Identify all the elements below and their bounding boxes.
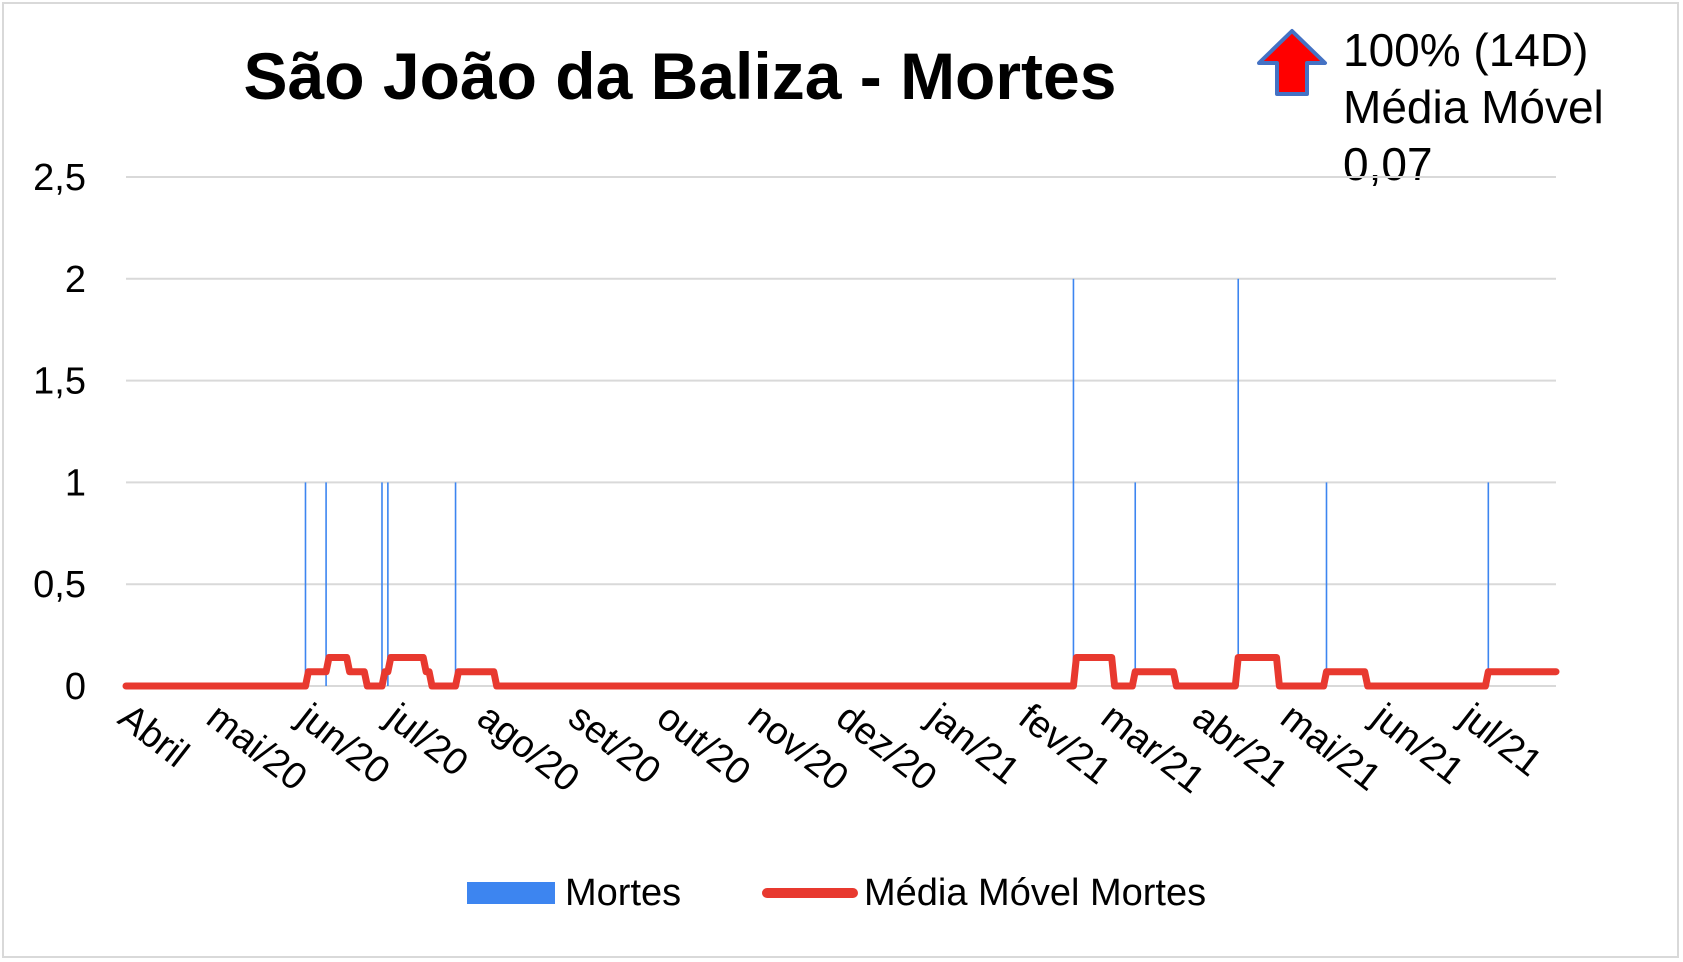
bar-mortes <box>1487 482 1490 686</box>
bar-mortes <box>381 482 383 686</box>
x-tick-label: jun/21 <box>1363 695 1471 792</box>
annotation-line-3: 0,07 <box>1343 138 1433 190</box>
x-tick-label: jan/21 <box>919 695 1027 792</box>
gridlines <box>126 176 1556 687</box>
y-tick-label: 2,5 <box>33 157 86 199</box>
x-tick-label: mai/20 <box>199 696 315 799</box>
chart-title: São João da Baliza - Mortes <box>243 39 1117 113</box>
x-axis-ticks: Abril mai/20jun/20jul/20ago/20set/20out/2… <box>110 695 1549 802</box>
legend-label-mortes: Mortes <box>565 871 682 914</box>
x-tick-label: dez/20 <box>828 696 944 799</box>
x-tick-label: Abril <box>110 696 196 776</box>
annotation-text: 100% (14D) Média Móvel 0,07 <box>1343 22 1604 193</box>
bar-mortes <box>1134 482 1137 686</box>
x-tick-label: jun/20 <box>289 695 397 792</box>
x-tick-label: mar/21 <box>1093 696 1212 802</box>
bar-mortes <box>387 482 389 686</box>
x-tick-label: out/20 <box>649 696 758 794</box>
x-tick-label: jul/21 <box>1451 695 1549 785</box>
y-tick-label: 1,5 <box>33 361 86 403</box>
annotation-line-1: 100% (14D) <box>1343 24 1589 76</box>
bar-mortes <box>325 482 327 686</box>
y-tick-label: 1 <box>65 462 86 504</box>
x-tick-label: jul/20 <box>377 695 475 785</box>
legend-item-mortes: Mortes <box>467 868 681 918</box>
annotation-line-2: Média Móvel <box>1343 81 1604 133</box>
bar-mortes <box>1325 482 1328 686</box>
y-tick-label: 0,5 <box>33 564 86 606</box>
legend: Mortes Média Móvel Mortes <box>0 868 1683 918</box>
bars-mortes <box>304 278 1490 686</box>
x-tick-label: fev/21 <box>1011 696 1118 793</box>
x-tick-label: ago/20 <box>469 696 586 801</box>
line-media-movel <box>122 654 1560 690</box>
x-tick-label: mai/21 <box>1273 696 1389 799</box>
y-axis-ticks: 0 0,5 1 1,5 2 2,5 <box>33 157 86 708</box>
y-tick-label: 0 <box>65 666 86 708</box>
bar-mortes <box>304 482 307 686</box>
legend-label-media-movel: Média Móvel Mortes <box>864 871 1207 914</box>
legend-swatch-line <box>762 888 858 898</box>
bar-mortes <box>454 482 457 686</box>
up-arrow-icon <box>1257 29 1327 96</box>
x-tick-label: nov/20 <box>740 696 856 799</box>
line-media-movel-mortes <box>122 654 1560 690</box>
legend-swatch-bar <box>467 882 555 904</box>
legend-item-media-movel: Média Móvel Mortes <box>762 868 1206 918</box>
bar-mortes <box>1072 278 1075 686</box>
y-tick-label: 2 <box>65 259 86 301</box>
bar-mortes <box>1237 278 1240 686</box>
